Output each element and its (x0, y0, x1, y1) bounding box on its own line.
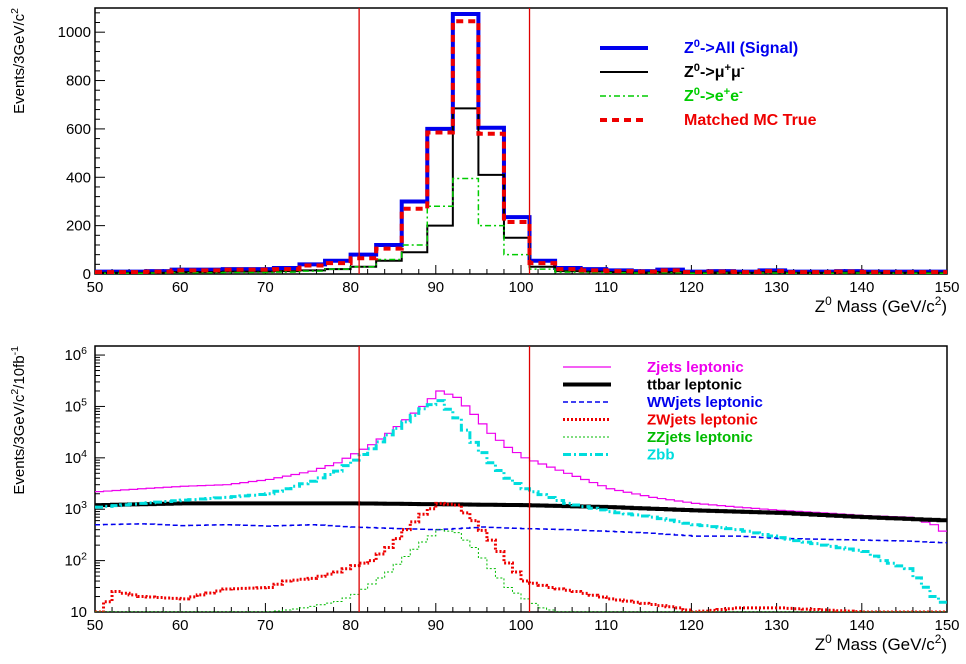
x-tick-label: 80 (342, 279, 359, 296)
legend-label: Z0->All (Signal) (684, 38, 798, 57)
x-tick-label: 100 (508, 617, 533, 634)
x-axis-label: Z0 Mass (GeV/c2) (815, 632, 947, 654)
series-group (95, 12, 947, 274)
legend-label: ttbar leptonic (647, 377, 742, 394)
x-tick-label: 110 (594, 279, 618, 296)
legend-label: ZWjets leptonic (647, 412, 758, 429)
y-axis-label: Events/3GeV/c2 (9, 8, 28, 114)
x-tick-label: 100 (508, 279, 533, 296)
x-tick-label: 120 (679, 617, 704, 634)
x-tick-label: 110 (594, 617, 618, 634)
x-tick-label: 50 (87, 279, 104, 296)
y-tick-label: 1000 (58, 24, 91, 41)
y-tick-label: 105 (64, 396, 87, 415)
x-tick-label: 80 (342, 617, 359, 634)
legend-label: Zbb (647, 447, 675, 464)
y-tick-label: 800 (66, 73, 91, 90)
series-line-5 (95, 399, 947, 604)
y-tick-label: 103 (64, 499, 87, 518)
series-line-0 (95, 12, 947, 274)
series-line-1 (95, 501, 947, 523)
x-tick-label: 140 (849, 279, 874, 296)
legend-label: Z0->e+e- (684, 86, 743, 105)
y-tick-label: 102 (64, 551, 87, 570)
series-line-2 (95, 523, 947, 544)
series-line-3 (95, 501, 947, 612)
series-line-1 (95, 107, 947, 274)
x-tick-label: 120 (679, 279, 704, 296)
legend-label: Matched MC True (684, 112, 817, 129)
x-tick-label: 90 (427, 279, 444, 296)
x-tick-label: 140 (849, 617, 874, 634)
x-axis-label: Z0 Mass (GeV/c2) (815, 294, 947, 316)
y-tick-label: 106 (64, 345, 87, 364)
x-tick-label: 60 (172, 279, 189, 296)
legend-label: ZZjets leptonic (647, 429, 753, 446)
x-tick-label: 130 (764, 279, 789, 296)
y-tick-label: 400 (66, 169, 91, 186)
y-axis-label: Events/3GeV/c2/10fb-1 (9, 346, 28, 495)
x-tick-label: 130 (764, 617, 789, 634)
y-tick-label: 200 (66, 218, 91, 235)
x-tick-label: 70 (257, 279, 274, 296)
legend-label: Z0->μ+μ- (684, 62, 745, 81)
x-tick-label: 90 (427, 617, 444, 634)
series-line-0 (95, 390, 947, 532)
x-tick-label: 150 (934, 617, 959, 634)
x-tick-label: 60 (172, 617, 189, 634)
y-tick-label: 600 (66, 121, 91, 138)
legend: Z0->All (Signal) Z0->μ+μ- Z0->e+e- Matched … (600, 38, 817, 129)
x-tick-label: 50 (87, 617, 104, 634)
series-group (95, 390, 947, 612)
series-line-3 (95, 19, 947, 274)
legend-label: WWjets leptonic (647, 394, 763, 411)
plot-frame (94, 7, 948, 275)
x-tick-label: 150 (934, 279, 959, 296)
legend-label: Zjets leptonic (647, 359, 744, 376)
y-tick-label: 10 (70, 604, 87, 621)
x-tick-label: 70 (257, 617, 274, 634)
y-tick-label: 104 (64, 448, 87, 467)
series-line-2 (95, 177, 947, 274)
y-tick-label: 0 (83, 266, 91, 283)
